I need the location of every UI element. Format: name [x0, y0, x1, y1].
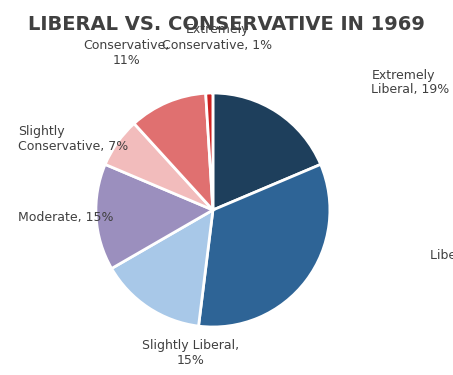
Wedge shape [111, 210, 213, 326]
Text: LIBERAL VS. CONSERVATIVE IN 1969: LIBERAL VS. CONSERVATIVE IN 1969 [28, 15, 425, 34]
Wedge shape [206, 93, 213, 210]
Text: Moderate, 15%: Moderate, 15% [18, 211, 114, 224]
Wedge shape [96, 164, 213, 268]
Wedge shape [198, 164, 330, 327]
Text: Slightly Liberal,
15%: Slightly Liberal, 15% [142, 339, 239, 366]
Text: Slightly
Conservative, 7%: Slightly Conservative, 7% [18, 125, 128, 153]
Text: Liberal, 34%: Liberal, 34% [430, 249, 453, 261]
Text: Extremely
Liberal, 19%: Extremely Liberal, 19% [371, 69, 450, 96]
Text: Conservative,
11%: Conservative, 11% [84, 39, 170, 66]
Wedge shape [134, 93, 213, 210]
Wedge shape [105, 123, 213, 210]
Text: Extremely
Conservative, 1%: Extremely Conservative, 1% [162, 24, 273, 51]
Wedge shape [213, 93, 321, 210]
